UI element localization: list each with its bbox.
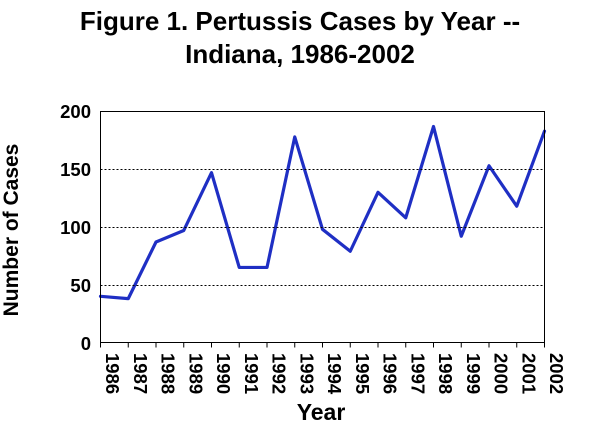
svg-text:Number of Cases: Number of Cases	[0, 144, 23, 317]
svg-text:Indiana, 1986-2002: Indiana, 1986-2002	[185, 39, 415, 69]
svg-text:Year: Year	[297, 399, 346, 425]
svg-text:Figure 1. Pertussis Cases by Y: Figure 1. Pertussis Cases by Year --	[80, 6, 520, 36]
svg-text:2001: 2001	[518, 353, 539, 394]
svg-text:2000: 2000	[491, 353, 512, 394]
svg-text:1995: 1995	[352, 353, 373, 394]
svg-text:1992: 1992	[269, 353, 290, 394]
svg-text:0: 0	[81, 333, 91, 354]
svg-text:1987: 1987	[130, 353, 151, 394]
svg-text:1988: 1988	[158, 353, 179, 394]
svg-text:200: 200	[60, 101, 91, 122]
svg-text:1990: 1990	[213, 353, 234, 394]
svg-text:50: 50	[70, 275, 91, 296]
svg-text:2002: 2002	[546, 353, 567, 394]
svg-text:1998: 1998	[435, 353, 456, 394]
svg-text:1991: 1991	[241, 353, 262, 394]
svg-text:1994: 1994	[324, 353, 345, 395]
svg-text:150: 150	[60, 159, 91, 180]
svg-text:1997: 1997	[407, 353, 428, 394]
svg-text:100: 100	[60, 217, 91, 238]
svg-text:1999: 1999	[463, 353, 484, 394]
svg-text:1986: 1986	[102, 353, 123, 394]
svg-text:1996: 1996	[380, 353, 401, 394]
svg-text:1989: 1989	[185, 353, 206, 394]
svg-text:1993: 1993	[296, 353, 317, 394]
